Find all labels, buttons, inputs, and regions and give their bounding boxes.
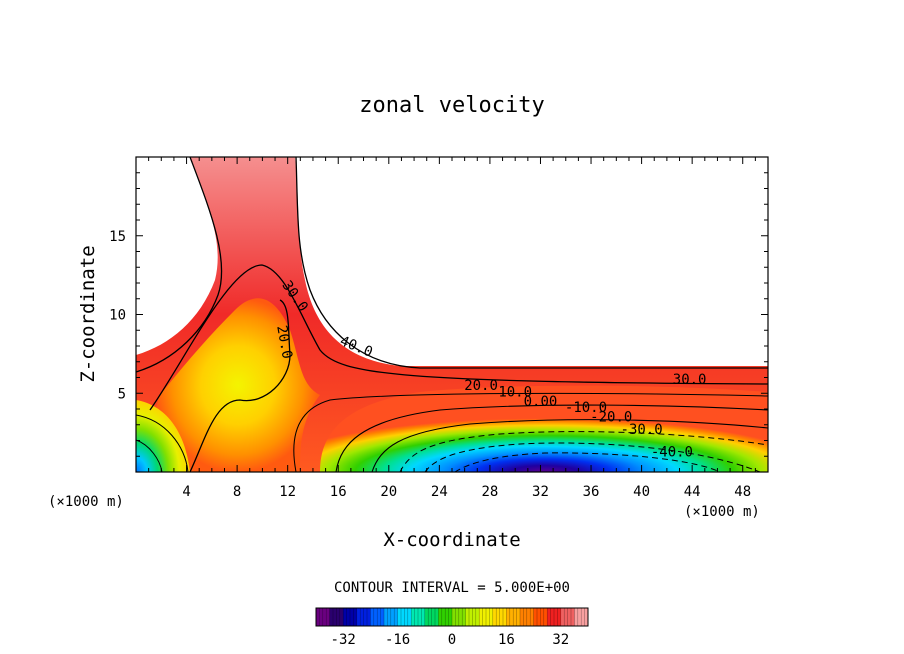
- contour-line: [335, 404, 768, 472]
- x-tick-label: 16: [330, 484, 347, 500]
- colorbar-swatch: [356, 608, 371, 626]
- x-tick-label: 8: [233, 484, 241, 500]
- colorbar-swatch: [370, 608, 385, 626]
- y-tick-label: 5: [118, 386, 126, 402]
- contour-label: -20.0: [590, 410, 632, 426]
- colorbar-swatch: [533, 608, 548, 626]
- contour-line: [136, 157, 223, 373]
- colorbar-swatch: [384, 608, 399, 626]
- x-tick-label: 36: [583, 484, 600, 500]
- x-tick-label: 48: [734, 484, 751, 500]
- x-tick-label: 4: [182, 484, 190, 500]
- colorbar-swatch: [316, 608, 331, 626]
- jet-region: [320, 385, 768, 472]
- contour-line: [136, 414, 189, 472]
- contour-field: [136, 157, 768, 472]
- colorbar-swatch: [411, 608, 426, 626]
- colorbar-frame: [315, 607, 589, 627]
- x-tick-label: 32: [532, 484, 549, 500]
- colorbar-swatch: [397, 608, 412, 626]
- contour-label: 0.00: [524, 394, 558, 410]
- colorbar-swatch: [574, 608, 589, 626]
- contour-label: -10.0: [565, 400, 607, 416]
- x-axis: 4 8 12 16 20 24 28 32 36 40 44 48: [148, 157, 756, 500]
- colorbar-swatch: [479, 608, 494, 626]
- x-tick-label: 20: [380, 484, 397, 500]
- x-tick-label: 40: [633, 484, 650, 500]
- colorbar-swatch: [506, 608, 521, 626]
- colorbar-swatch: [343, 608, 358, 626]
- contour-line: [399, 431, 768, 472]
- chart-title: zonal velocity: [359, 93, 544, 118]
- colorbar-swatch: [329, 608, 344, 626]
- y-axis: 5 10 15: [109, 172, 768, 457]
- warm-core-region: [155, 298, 320, 472]
- colorbar-swatch: [452, 608, 467, 626]
- y-tick-label: 10: [109, 308, 126, 324]
- contour-line: [371, 419, 768, 472]
- colorbar-swatch: [424, 608, 439, 626]
- colorbar: -32 -16 0 16 32: [315, 607, 589, 648]
- colorbar-swatch: [438, 608, 453, 626]
- x-tick-label: 44: [684, 484, 701, 500]
- colorbar-tick-label: 16: [498, 632, 515, 648]
- contour-line: [293, 392, 768, 472]
- left-cold-region: [136, 400, 190, 472]
- contour-label: -30.0: [621, 422, 663, 438]
- contour-line: [454, 452, 721, 472]
- y-axis-title: Z-coordinate: [77, 245, 99, 382]
- contour-label: 20.0: [464, 378, 498, 394]
- colorbar-tick-label: 0: [448, 632, 456, 648]
- colorbar-swatch: [492, 608, 507, 626]
- contour-line: [424, 442, 761, 472]
- y-unit-label: (×1000 m): [48, 494, 124, 510]
- contour-line: [149, 264, 768, 411]
- colorbar-swatch: [547, 608, 562, 626]
- contour-lines: [136, 157, 768, 472]
- colorbar-swatch: [520, 608, 535, 626]
- colorbar-tick-label: 32: [552, 632, 569, 648]
- contour-line: [189, 299, 291, 472]
- y-tick-label: 15: [109, 229, 126, 245]
- contour-label: -40.0: [651, 444, 693, 460]
- x-axis-title: X-coordinate: [383, 529, 520, 551]
- x-tick-label: 12: [279, 484, 296, 500]
- contour-label: 10.0: [498, 384, 532, 400]
- contour-line: [295, 157, 768, 369]
- colorbar-swatch: [465, 608, 480, 626]
- contour-interval-text: CONTOUR INTERVAL = 5.000E+00: [334, 580, 570, 596]
- contour-label: 20.0: [273, 324, 295, 360]
- colorbar-tick-label: -16: [385, 632, 410, 648]
- x-tick-label: 24: [431, 484, 448, 500]
- contour-label: 30.0: [673, 372, 707, 388]
- colorbar-swatch: [560, 608, 575, 626]
- x-tick-label: 28: [481, 484, 498, 500]
- colorbar-tick-label: -32: [331, 632, 356, 648]
- x-unit-label: (×1000 m): [684, 504, 760, 520]
